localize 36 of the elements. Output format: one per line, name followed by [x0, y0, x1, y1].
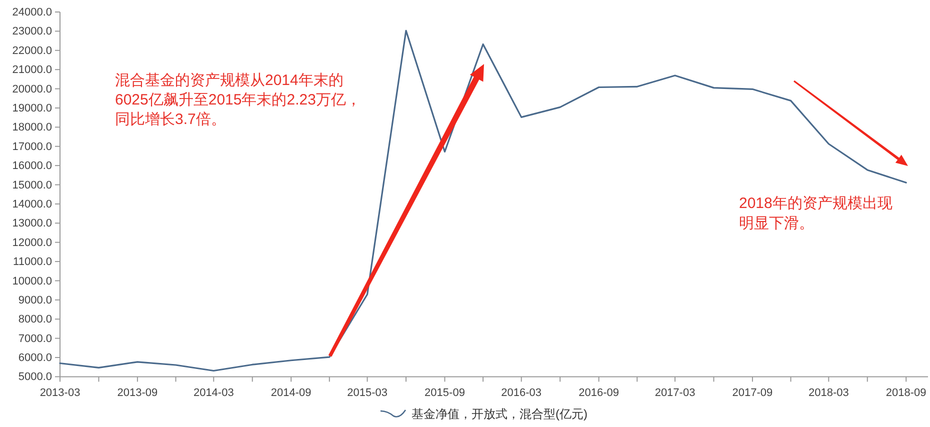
legend-label: 基金净值，开放式，混合型(亿元) [412, 407, 588, 421]
y-tick-label: 22000.0 [12, 44, 52, 57]
y-tick-label: 20000.0 [12, 83, 52, 96]
y-tick-label: 14000.0 [12, 198, 52, 210]
line-series [59, 30, 907, 372]
y-tick-label: 5000.0 [18, 371, 52, 384]
y-tick-label: 18000.0 [12, 122, 52, 134]
y-tick-label: 16000.0 [12, 160, 52, 172]
y-tick-label: 19000.0 [12, 102, 52, 114]
y-tick-label: 6000.0 [18, 352, 52, 364]
annotation: 2018年的资产规模出现明显下滑。 [739, 195, 892, 232]
x-tick-label: 2013-09 [117, 387, 158, 400]
x-tick-label: 2013-03 [40, 387, 80, 400]
y-tick-label: 17000.0 [12, 140, 52, 153]
x-tick-label: 2014-03 [193, 387, 234, 400]
x-tick-label: 2015-03 [347, 387, 388, 400]
x-tick-label: 2016-09 [578, 387, 620, 400]
y-tick-label: 11000.0 [13, 256, 52, 268]
y-tick-label: 7000.0 [18, 332, 52, 345]
x-tick-label: 2017-03 [654, 387, 696, 400]
y-tick-label: 12000.0 [12, 236, 52, 249]
y-tick-label: 15000.0 [12, 179, 52, 192]
x-tick-label: 2018-03 [808, 387, 849, 400]
y-tick-label: 24000.0 [12, 6, 52, 19]
y-tick-label: 10000.0 [12, 275, 52, 288]
y-tick-label: 23000.0 [12, 26, 52, 38]
x-tick-label: 2015-09 [424, 387, 465, 400]
y-tick-label: 9000.0 [18, 294, 52, 306]
annotation: 混合基金的资产规模从2014年末的6025亿飙升至2015年末的2.23万亿，同比增长3.7倍。 [115, 72, 361, 128]
y-tick-label: 21000.0 [12, 64, 52, 76]
x-tick-label: 2018-09 [886, 387, 926, 400]
y-tick-label: 8000.0 [18, 314, 52, 326]
y-tick-label: 13000.0 [12, 218, 52, 230]
x-tick-label: 2014-09 [270, 387, 312, 400]
x-tick-label: 2017-09 [732, 387, 773, 400]
x-tick-label: 2016-03 [501, 387, 542, 400]
